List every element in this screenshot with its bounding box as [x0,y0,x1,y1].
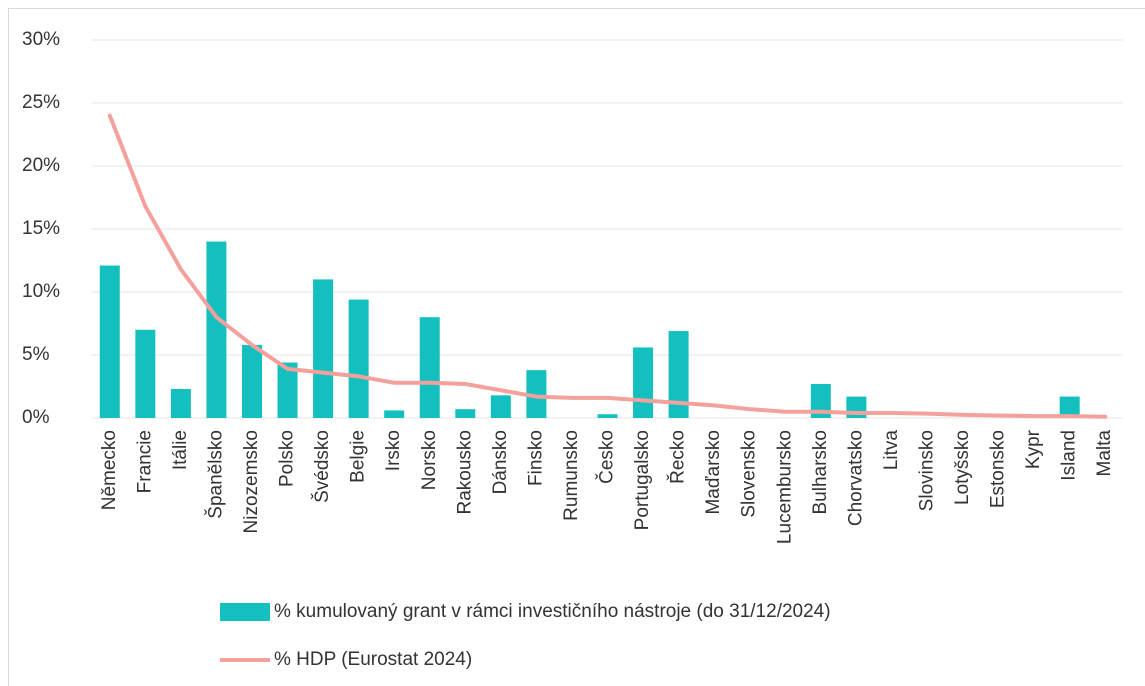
x-tick-label: Maďarsko [703,430,724,515]
x-tick-label: Malta [1094,430,1115,477]
bar [313,279,334,418]
x-tick-label: Chorvatsko [845,430,866,526]
legend-label: % kumulovaný grant v rámci investičního … [274,601,831,622]
bar [668,331,689,418]
x-tick-label: Česko [596,430,618,484]
x-tick-label: Finsko [525,430,546,486]
x-tick-label: Norsko [419,430,440,490]
x-tick-label: Nizozemsko [241,430,262,533]
x-tick-label: Řecko [667,430,689,484]
y-tick-label: 25% [22,92,60,113]
chart-frame [8,8,1145,686]
legend-swatch [220,603,270,621]
x-tick-label: Rumunsko [561,430,582,521]
bar [348,299,369,418]
y-tick-label: 20% [22,155,60,176]
x-tick-label: Německo [99,430,120,510]
x-tick-label: Dánsko [490,430,511,494]
y-tick-label: 5% [22,344,50,365]
x-tick-label: Španělsko [204,430,226,519]
y-tick-label: 30% [22,29,60,50]
legend-label: % HDP (Eurostat 2024) [274,649,472,670]
x-tick-label: Polsko [277,430,298,487]
bar [135,329,156,418]
bar [419,317,440,418]
y-tick-label: 10% [22,281,60,302]
x-tick-label: Lucembursko [774,430,795,544]
x-tick-label: Slovinsko [916,430,937,511]
bar [170,389,191,418]
x-tick-label: Litva [881,430,902,471]
bar [384,410,405,418]
bar [490,395,511,418]
bar [1059,396,1080,418]
bar [99,265,120,418]
line [107,113,1108,419]
bar [633,347,654,418]
x-tick-label: Švédsko [311,430,333,503]
bar [277,362,298,418]
x-tick-label: Island [1059,430,1080,481]
bar [526,370,547,418]
x-tick-label: Belgie [348,430,369,483]
x-tick-label: Kypr [1023,429,1044,469]
bar [241,344,262,418]
bar [206,241,227,418]
bar [810,383,831,418]
x-tick-label: Slovensko [739,430,760,518]
bar [455,409,476,418]
x-tick-label: Irsko [383,430,404,471]
x-tick-label: Rakousko [454,430,475,515]
x-tick-label: Estonsko [988,430,1009,508]
y-tick-label: 0% [22,407,50,428]
x-tick-label: Portugalsko [632,430,653,530]
x-tick-label: Lotyšsko [952,430,973,505]
x-tick-label: Francie [134,430,155,493]
x-tick-label: Itálie [170,430,191,470]
bar [597,414,618,418]
x-tick-label: Bulharsko [810,430,831,515]
y-tick-label: 15% [22,218,60,239]
